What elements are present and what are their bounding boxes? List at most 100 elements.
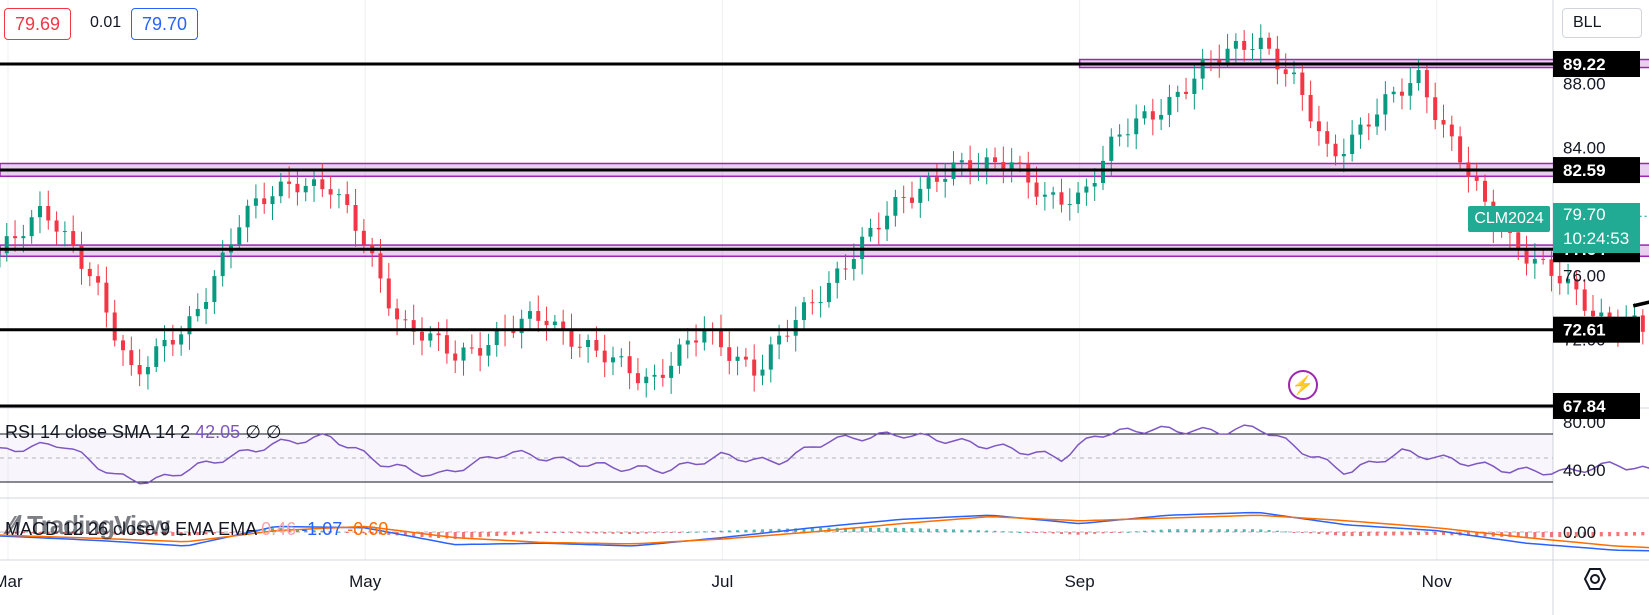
- candle-body: [71, 231, 76, 246]
- candle-body: [1034, 182, 1039, 197]
- candle-body: [1059, 192, 1064, 205]
- candle-body: [519, 318, 524, 334]
- macd-histogram-bar: [196, 532, 200, 536]
- macd-histogram-bar: [179, 532, 183, 537]
- macd-histogram-bar: [5, 532, 9, 533]
- macd-histogram-bar: [943, 529, 947, 532]
- macd-histogram-bar: [1541, 532, 1545, 538]
- candle-body: [1557, 275, 1562, 284]
- candle-body: [893, 196, 898, 216]
- macd-histogram-bar: [478, 532, 482, 538]
- macd-histogram-bar: [694, 531, 698, 533]
- candle-body: [320, 179, 325, 190]
- macd-histogram-bar: [1383, 532, 1387, 536]
- candle-body: [96, 276, 101, 283]
- candle-body: [752, 359, 757, 376]
- level-tag-label: 72.61: [1563, 321, 1606, 340]
- candle-body: [660, 374, 665, 378]
- macd-histogram-bar: [1118, 532, 1122, 533]
- macd-histogram-bar: [1234, 529, 1238, 532]
- candle-body: [179, 334, 184, 345]
- candle-body: [619, 356, 624, 358]
- macd-histogram-bar: [1143, 530, 1147, 532]
- candle-body: [1225, 48, 1230, 63]
- candle-body: [785, 335, 790, 337]
- settings-icon[interactable]: [1583, 567, 1607, 591]
- macd-histogram-bar: [362, 532, 366, 534]
- candle-body: [1117, 134, 1122, 137]
- candle-body: [1242, 40, 1247, 50]
- candle-body: [968, 160, 973, 172]
- bid-price-button[interactable]: 79.69: [4, 8, 72, 40]
- candle-body: [835, 268, 840, 283]
- macd-histogram-bar: [237, 531, 241, 533]
- ask-price-button[interactable]: 79.70: [131, 8, 199, 40]
- candle-body: [403, 319, 408, 321]
- macd-histogram-bar: [578, 532, 582, 534]
- candle-body: [694, 340, 699, 343]
- candle-body: [1358, 124, 1363, 135]
- rsi-legend[interactable]: RSI 14 close SMA 14 2 42.05 ∅ ∅: [5, 422, 282, 443]
- candle-body: [1408, 83, 1413, 96]
- macd-histogram-bar: [760, 529, 764, 532]
- macd-histogram-bar: [1043, 532, 1047, 534]
- candle-body: [1142, 111, 1147, 119]
- candle-body: [262, 198, 267, 205]
- candle-body: [1316, 121, 1321, 132]
- candle-body: [453, 353, 458, 361]
- macd-histogram-bar: [1184, 529, 1188, 532]
- level-tag-bg: [1553, 157, 1640, 184]
- macd-histogram-bar: [1566, 532, 1570, 537]
- macd-histogram-bar: [686, 531, 690, 533]
- currency-selector[interactable]: BLL: [1562, 8, 1642, 38]
- macd-histogram-bar: [1242, 529, 1246, 532]
- candle-body: [187, 316, 192, 335]
- macd-histogram-bar: [677, 532, 681, 533]
- candle-body: [602, 350, 607, 363]
- macd-histogram-bar: [802, 528, 806, 532]
- macd-tick-label: 0.00: [1563, 523, 1596, 542]
- macd-histogram-bar: [104, 532, 108, 535]
- macd-legend[interactable]: MACD 12 26 close 9 EMA EMA 0.46 -1.07 -0…: [5, 519, 388, 540]
- macd-signal-value: -0.60: [347, 519, 389, 539]
- macd-histogram-bar: [486, 532, 490, 537]
- candle-body: [1424, 70, 1429, 98]
- macd-signal-line: [0, 514, 1649, 549]
- macd-histogram-bar: [902, 527, 906, 532]
- candle-body: [21, 236, 26, 239]
- macd-histogram-bar: [1059, 532, 1063, 534]
- candle-body: [1042, 194, 1047, 197]
- macd-histogram-bar: [910, 528, 914, 532]
- macd-histogram-bar: [1275, 530, 1279, 532]
- macd-histogram-bar: [810, 527, 814, 532]
- macd-histogram-bar: [462, 532, 466, 539]
- rsi-extra: ∅ ∅: [245, 422, 282, 442]
- macd-histogram-bar: [21, 532, 25, 534]
- macd-histogram-bar: [1549, 532, 1553, 538]
- macd-histogram-bar: [927, 528, 931, 532]
- rsi-line: [0, 424, 1649, 485]
- macd-histogram-bar: [163, 532, 167, 536]
- macd-histogram-bar: [146, 532, 150, 536]
- macd-histogram-bar: [1126, 531, 1130, 533]
- candle-body: [511, 331, 516, 334]
- candle-body: [4, 236, 9, 254]
- macd-histogram-bar: [121, 532, 125, 535]
- macd-histogram-bar: [320, 530, 324, 532]
- macd-histogram-bar: [1201, 529, 1205, 532]
- macd-histogram-bar: [885, 527, 889, 532]
- last-price-tag: 79.70 10:24:53: [1553, 203, 1640, 253]
- candle-body: [1208, 58, 1213, 60]
- macd-histogram-bar: [852, 527, 856, 532]
- candle-body: [212, 276, 217, 303]
- candle-body: [1258, 37, 1263, 50]
- macd-histogram-bar: [1334, 532, 1338, 536]
- candle-body: [1333, 143, 1338, 157]
- candle-body: [145, 366, 150, 375]
- macd-histogram-bar: [952, 529, 956, 532]
- lightning-icon[interactable]: ⚡: [1288, 370, 1318, 400]
- candle-body: [843, 268, 848, 270]
- candle-body: [685, 340, 690, 345]
- candle-body: [943, 178, 948, 182]
- macd-histogram-bar: [304, 529, 308, 532]
